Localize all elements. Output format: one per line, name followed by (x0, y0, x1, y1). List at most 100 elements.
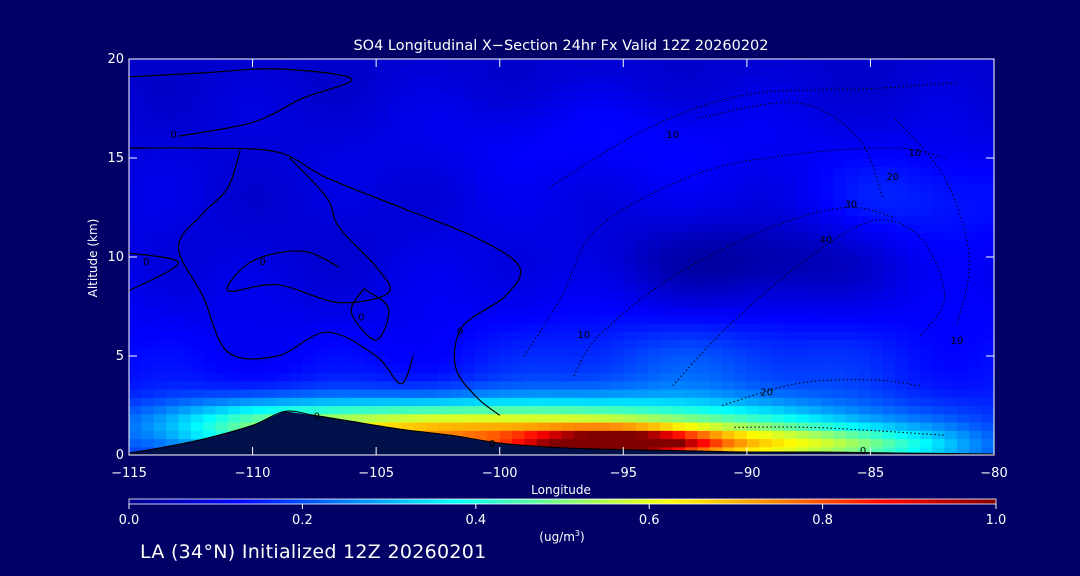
heatmap-cell (400, 339, 414, 349)
heatmap-cell (870, 281, 884, 291)
heatmap-cell (289, 133, 303, 143)
heatmap-cell (450, 306, 464, 316)
colorbar-unit-close: ) (580, 530, 585, 544)
heatmap-cell (561, 438, 575, 448)
heatmap-cell (870, 265, 884, 275)
heatmap-cell (586, 347, 600, 357)
heatmap-cell (400, 290, 414, 299)
heatmap-cell (277, 166, 291, 176)
heatmap-cell (129, 273, 142, 283)
heatmap-cell (264, 314, 278, 324)
heatmap-cell (264, 397, 278, 407)
heatmap-cell (771, 191, 785, 200)
heatmap-cell (833, 430, 847, 440)
heatmap-cell (363, 141, 377, 151)
heatmap-cell (264, 182, 278, 192)
heatmap-cell (314, 224, 328, 233)
heatmap-cell (598, 182, 612, 192)
heatmap-cell (413, 215, 427, 225)
heatmap-cell (302, 405, 315, 415)
heatmap-cell (586, 422, 600, 431)
heatmap-cell (203, 92, 217, 101)
heatmap-cell (264, 306, 278, 316)
heatmap-cell (252, 133, 266, 143)
heatmap-cell (858, 199, 872, 209)
colorbar-bar (128, 498, 997, 505)
heatmap-cell (845, 75, 859, 85)
heatmap-cell (969, 397, 983, 407)
heatmap-cell (190, 339, 204, 349)
heatmap-cell (586, 290, 600, 299)
heatmap-cell (153, 92, 167, 101)
heatmap-cell (437, 158, 451, 167)
heatmap-cell (277, 405, 291, 415)
heatmap-cell (302, 125, 315, 134)
heatmap-cell (771, 141, 785, 151)
heatmap-cell (598, 191, 612, 200)
heatmap-cell (227, 306, 241, 316)
heatmap-cell (759, 273, 773, 283)
heatmap-cell (981, 182, 994, 192)
heatmap-cell (697, 323, 711, 332)
contour-solid (226, 157, 391, 304)
heatmap-cell (895, 232, 909, 242)
heatmap-cell (598, 75, 612, 85)
heatmap-cell (339, 347, 353, 357)
heatmap-cell (586, 314, 600, 324)
heatmap-cell (870, 199, 884, 209)
heatmap-cell (573, 83, 587, 93)
heatmap-cell (388, 224, 402, 233)
heatmap-cell (302, 158, 315, 167)
heatmap-cell (808, 364, 822, 374)
heatmap-cell (870, 430, 884, 440)
heatmap-cell (512, 166, 526, 176)
heatmap-cell (314, 100, 328, 110)
heatmap-cell (759, 108, 773, 118)
heatmap-cell (672, 339, 686, 349)
heatmap-cell (586, 339, 600, 349)
heatmap-cell (907, 347, 921, 357)
heatmap-cell (536, 125, 550, 134)
heatmap-cell (821, 158, 834, 167)
heatmap-cell (314, 257, 328, 266)
heatmap-cell (227, 240, 241, 250)
heatmap-cell (413, 314, 427, 324)
heatmap-cell (944, 125, 958, 134)
heatmap-cell (573, 438, 587, 448)
contour-dotted (573, 206, 896, 377)
heatmap-cell (203, 281, 217, 291)
heatmap-cell (400, 67, 414, 77)
heatmap-cell (141, 397, 155, 407)
heatmap-cell (450, 372, 464, 382)
heatmap-cell (512, 347, 526, 357)
heatmap-cell (771, 108, 785, 118)
contour-dotted (721, 379, 920, 406)
heatmap-cell (672, 116, 686, 126)
heatmap-cell (685, 182, 699, 192)
heatmap-cell (302, 207, 315, 217)
heatmap-cell (462, 108, 476, 118)
heatmap-cell (561, 133, 575, 143)
heatmap-cell (573, 290, 587, 299)
heatmap-cell (648, 265, 661, 275)
heatmap-cell (610, 207, 624, 217)
heatmap-cell (561, 306, 575, 316)
heatmap-cell (919, 158, 933, 167)
heatmap-cell (907, 405, 921, 415)
heatmap-cell (252, 364, 266, 374)
heatmap-cell (858, 273, 872, 283)
heatmap-cell (808, 422, 822, 431)
heatmap-cell (561, 422, 575, 431)
heatmap-cell (437, 92, 451, 101)
heatmap-cell (746, 364, 760, 374)
heatmap-cell (771, 364, 785, 374)
colorbar-tick-label: 0.0 (119, 513, 140, 528)
heatmap-cell (129, 224, 142, 233)
heatmap-cell (400, 364, 414, 374)
heatmap-cell (734, 323, 748, 332)
heatmap-cell (586, 323, 600, 332)
heatmap-cell (524, 158, 538, 167)
heatmap-cell (302, 314, 315, 324)
heatmap-cell (919, 108, 933, 118)
heatmap-cell (351, 290, 365, 299)
